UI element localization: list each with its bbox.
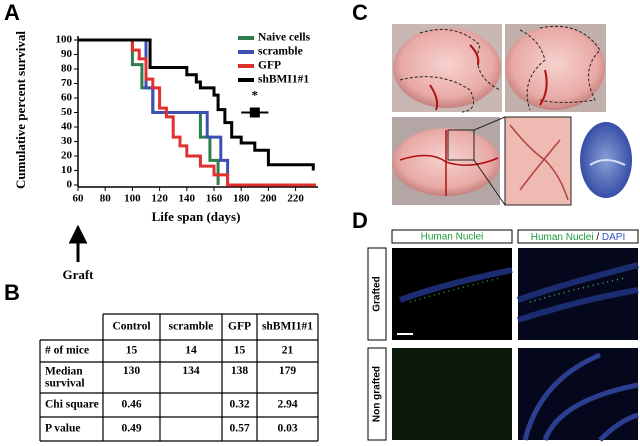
row-header: P value [45,423,80,435]
column-header: scramble [169,321,214,333]
table-cell: 0.03 [277,423,297,435]
table-cell: 138 [231,365,249,377]
row-header-line: Median [45,365,83,377]
survival-line [78,38,316,187]
column-header: shBMI1#1 [262,321,313,333]
x-tick-label: 220 [287,193,304,205]
median-marker [249,107,260,118]
y-tick-label: 80 [61,63,73,75]
brain-photos [392,24,632,206]
graft-arrow [68,224,88,262]
microscopy: Human Nuclei Human Nuclei / DAPI Grafted… [367,229,639,442]
x-tick-label: 140 [179,193,196,205]
table-cell: 2.94 [277,399,297,411]
survival-chart: Cumulative percent survival Life span (d… [13,31,318,282]
row-header: Chi square [45,399,99,411]
y-tick-label: 0 [67,179,73,191]
table-cell: 0.57 [229,423,249,435]
legend-label: shBMI1#1 [258,74,309,86]
column-header: GFP [228,321,251,333]
legend-label: GFP [258,60,281,72]
x-tick-label: 60 [73,193,85,205]
y-tick-label: 50 [61,106,73,118]
header-part: Human Nuclei [531,232,594,243]
y-tick-label: 30 [61,135,73,147]
header-part: DAPI [602,232,625,243]
y-tick-label: 90 [61,48,73,60]
column-header: Human Nuclei [421,232,484,243]
table-cell: 21 [282,345,294,357]
table-cell: 179 [279,365,297,377]
row-header: Median survival [45,365,85,389]
y-tick-label: 100 [56,34,73,46]
y-tick-label: 60 [61,92,73,104]
table: Control scramble GFP shBMI1#1 # of mice 15 14 1… [39,313,319,442]
y-tick-label: 70 [61,77,73,89]
table-cell: 0.49 [121,423,141,435]
x-axis-title: Life span (days) [152,209,241,224]
y-axis-title: Cumulative percent survival [13,31,28,189]
table-cell: 14 [185,345,197,357]
x-tick-label: 180 [233,193,250,205]
x-tick-label: 80 [100,193,112,205]
x-tick-label: 160 [206,193,223,205]
panel-label: A [4,0,20,25]
row-header-line: survival [45,377,85,389]
annotation: Graft [62,267,94,282]
column-header: Human Nuclei / DAPI [531,232,626,243]
legend-label: scramble [258,46,303,58]
survival-line [78,38,230,185]
y-tick-label: 20 [61,150,73,162]
row-label: Grafted [372,276,383,312]
table-cell: 0.46 [121,399,141,411]
table-cell: 0.32 [229,399,249,411]
y-tick-label: 10 [61,164,73,176]
header-part: / [594,232,602,243]
x-tick-label: 120 [151,193,168,205]
table-cell: 134 [182,365,200,377]
x-tick-label: 200 [260,193,277,205]
table-cell: 15 [234,345,246,357]
survival-line [78,38,315,171]
legend-label: Naive cells [258,32,311,44]
panel-label: C [352,0,368,25]
table-cell: 15 [126,345,138,357]
x-tick-label: 100 [124,193,141,205]
panel-label: D [352,208,368,233]
panel-label: B [4,280,20,305]
column-header: Control [112,321,150,333]
y-tick-label: 40 [61,121,73,133]
row-header: # of mice [45,345,89,357]
significance: * [252,87,259,102]
table-cell: 130 [123,365,141,377]
row-label: Non grafted [372,366,383,422]
